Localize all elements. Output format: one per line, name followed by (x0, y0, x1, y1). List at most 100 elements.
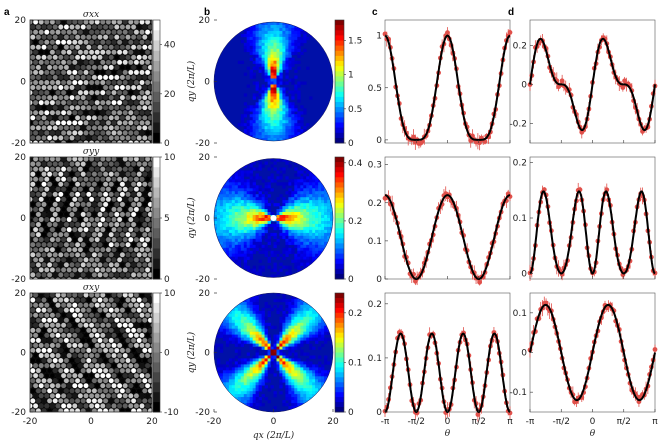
fourier-cell (300, 221, 304, 225)
stress-cell (30, 267, 33, 273)
colorbar-step (335, 322, 344, 329)
stress-cell (69, 241, 75, 248)
fourier-cell (297, 114, 301, 118)
fourier-cell (297, 382, 301, 386)
stress-cell (63, 252, 70, 258)
stress-cell (130, 317, 137, 323)
fourier-cell (258, 117, 262, 121)
fourier-cell (214, 343, 218, 347)
fourier-cell (309, 188, 313, 192)
stress-cell (97, 398, 103, 404)
fourier-cell (276, 90, 280, 94)
stress-cell (108, 74, 114, 81)
fourier-cell (273, 60, 277, 64)
colorbar-step (335, 91, 344, 98)
fourier-cell (288, 340, 292, 344)
stress-cell (30, 34, 36, 40)
stress-cell (88, 59, 95, 66)
fourier-cell (255, 102, 259, 106)
stress-cell (142, 54, 148, 61)
fourier-cell (264, 66, 268, 70)
stress-cell (111, 120, 117, 126)
stress-cell (128, 120, 134, 126)
fourier-cell (255, 298, 259, 303)
fourier-cell (261, 328, 265, 332)
stress-cell (119, 84, 126, 91)
stress-cell (30, 115, 36, 121)
fourier-cell (267, 108, 271, 112)
stress-cell (38, 342, 44, 349)
fourier-cell (243, 232, 248, 237)
fourier-cell (300, 123, 304, 127)
stress-cell (30, 130, 33, 136)
stress-cell (41, 272, 47, 278)
stress-cell (94, 130, 100, 136)
stress-cell (52, 115, 58, 121)
stress-cell (41, 54, 47, 61)
fourier-cell (276, 170, 280, 174)
stress-cell (108, 54, 114, 61)
fourier-cell (291, 36, 295, 41)
fourier-cell (273, 57, 277, 61)
fourier-cell (297, 358, 301, 362)
fourier-cell (279, 334, 283, 338)
fourier-cell (240, 307, 245, 312)
stress-cell (72, 293, 78, 298)
fourier-cell (324, 221, 328, 225)
stress-cell (114, 377, 120, 384)
fourier-cell (217, 229, 221, 234)
stress-cell (35, 262, 42, 268)
fourier-cell (267, 218, 271, 222)
fourier-cell (267, 259, 271, 263)
stress-cell (102, 125, 109, 131)
fourier-cell (273, 30, 277, 35)
stress-cell (41, 307, 47, 313)
fourier-cell (324, 238, 328, 243)
fourier-cell (231, 367, 236, 371)
fourier-cell (282, 57, 286, 61)
fourier-cell (288, 200, 292, 204)
fourier-cell (270, 33, 274, 38)
fourier-cell (240, 385, 245, 389)
stress-cell (100, 59, 106, 66)
stress-cell (49, 166, 56, 172)
fourier-cell (249, 322, 253, 327)
fourier-cell (231, 203, 236, 207)
fourier-cell (291, 298, 295, 303)
fourier-cell (225, 334, 230, 338)
fourier-cell (303, 200, 307, 204)
fourier-cell (294, 114, 298, 118)
fourier-cell (225, 209, 230, 213)
stress-cell (63, 272, 70, 278)
stress-cell (46, 388, 53, 394)
stress-cell (58, 191, 64, 198)
fourier-cell (261, 69, 265, 73)
fourier-cell (270, 367, 274, 371)
fourier-cell (249, 221, 253, 225)
stress-cell (144, 332, 151, 339)
colorbar-step (335, 202, 344, 209)
fourier-cell (252, 271, 256, 275)
fourier-cell (321, 235, 325, 240)
stress-cell (88, 372, 95, 379)
stress-cell (128, 267, 134, 273)
fourier-cell (261, 355, 265, 359)
fourier-cell (267, 232, 271, 237)
fourier-cell (288, 191, 292, 195)
stress-cell (86, 125, 92, 131)
fourier-cell (300, 244, 304, 249)
stress-cell (144, 382, 151, 389)
fourier-cell (315, 385, 319, 389)
stress-cell (100, 196, 106, 203)
stress-cell (136, 94, 142, 101)
stress-cell (97, 191, 103, 198)
stress-cell (108, 64, 114, 71)
fourier-cell (228, 223, 233, 228)
fourier-cell (318, 197, 322, 201)
colorbar-step (153, 258, 160, 270)
colorbar-step (153, 71, 160, 82)
fourier-cell (288, 376, 292, 380)
fourier-cell (246, 382, 250, 386)
fourier-cell (288, 223, 292, 228)
fourier-cell (261, 57, 265, 61)
